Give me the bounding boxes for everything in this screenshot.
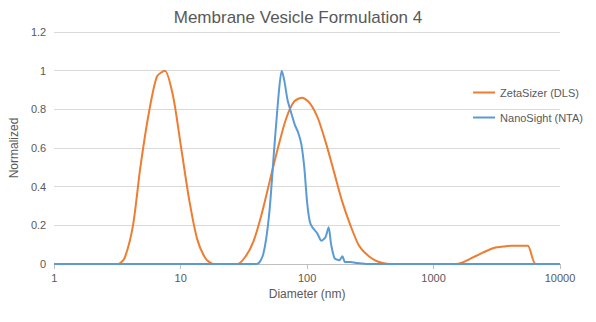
svg-text:100: 100 xyxy=(298,272,316,284)
svg-text:0.4: 0.4 xyxy=(31,181,46,193)
svg-text:Membrane Vesicle Formulation 4: Membrane Vesicle Formulation 4 xyxy=(174,8,423,27)
svg-text:0.6: 0.6 xyxy=(31,142,46,154)
svg-text:0: 0 xyxy=(40,258,46,270)
svg-text:0.2: 0.2 xyxy=(31,219,46,231)
svg-text:1: 1 xyxy=(51,272,57,284)
svg-text:1000: 1000 xyxy=(421,272,445,284)
svg-text:NanoSight (NTA): NanoSight (NTA) xyxy=(500,112,583,124)
svg-text:ZetaSizer (DLS): ZetaSizer (DLS) xyxy=(500,87,579,99)
svg-text:Normalized: Normalized xyxy=(7,118,21,179)
svg-text:0.8: 0.8 xyxy=(31,103,46,115)
svg-text:1.2: 1.2 xyxy=(31,26,46,38)
svg-text:Diameter (nm): Diameter (nm) xyxy=(269,287,346,301)
svg-text:1: 1 xyxy=(40,65,46,77)
svg-text:10000: 10000 xyxy=(545,272,576,284)
svg-text:10: 10 xyxy=(175,272,187,284)
